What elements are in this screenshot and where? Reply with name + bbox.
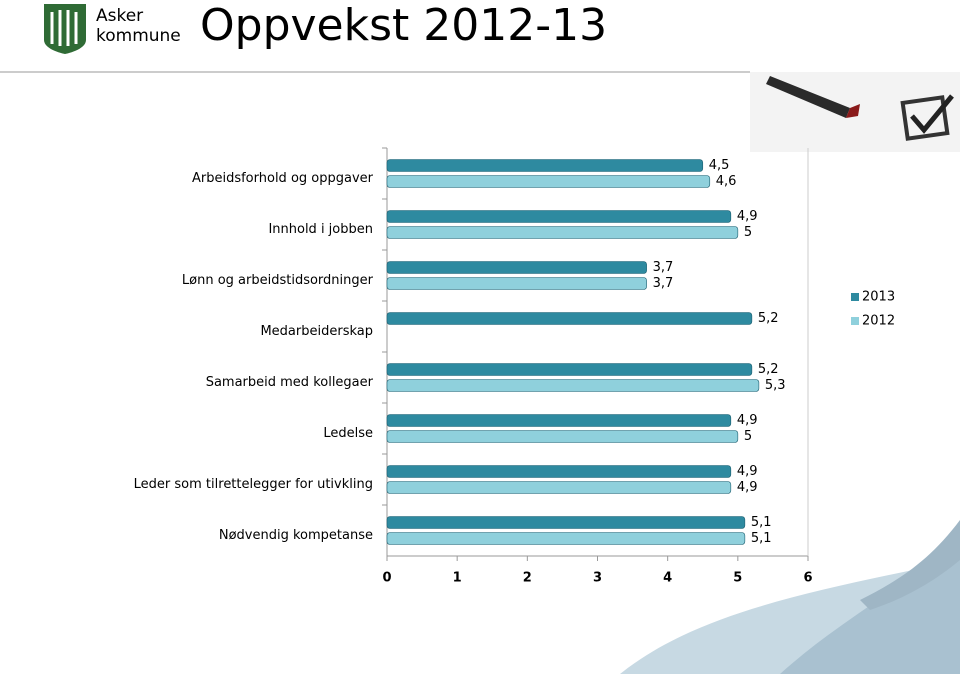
x-tick-label: 6: [803, 571, 812, 586]
category-label: Medarbeiderskap: [260, 324, 373, 339]
logo-text: kommune: [96, 26, 181, 46]
bar: [386, 363, 753, 376]
bar: [386, 430, 739, 443]
category-label: Leder som tilrettelegger for utivkling: [134, 477, 373, 492]
category-label: Innhold i jobben: [268, 222, 373, 237]
bar: [386, 465, 732, 478]
value-label: 4,5: [709, 158, 730, 173]
bar: [386, 175, 711, 188]
x-tick-label: 3: [593, 571, 602, 586]
x-tick-label: 2: [523, 571, 532, 586]
x-tick-label: 0: [382, 571, 391, 586]
legend-label: 2013: [862, 290, 895, 305]
value-label: 5,1: [751, 515, 772, 530]
bar: [386, 516, 746, 529]
bar: [386, 532, 746, 545]
category-label: Arbeidsforhold og oppgaver: [192, 171, 374, 186]
value-label: 5,3: [765, 378, 786, 393]
bar: [386, 312, 753, 325]
bar: [386, 414, 732, 427]
bar: [386, 277, 647, 290]
value-label: 3,7: [653, 260, 674, 275]
bar: [386, 379, 760, 392]
bar: [386, 261, 647, 274]
bar: [386, 210, 732, 223]
category-label: Nødvendig kompetanse: [219, 528, 373, 543]
value-label: 5: [744, 225, 752, 240]
value-label: 4,6: [716, 174, 737, 189]
value-label: 4,9: [737, 413, 758, 428]
value-label: 3,7: [653, 276, 674, 291]
x-tick-label: 5: [733, 571, 742, 586]
decoration: [620, 72, 960, 674]
logo: Asker kommune: [44, 4, 181, 54]
category-label: Samarbeid med kollegaer: [206, 375, 374, 390]
value-label: 5,1: [751, 531, 772, 546]
category-label: Ledelse: [323, 426, 373, 441]
x-tick-label: 4: [663, 571, 672, 586]
x-tick-label: 1: [453, 571, 462, 586]
bar: [386, 159, 704, 172]
value-label: 5,2: [758, 311, 779, 326]
legend-swatch: [851, 293, 859, 301]
legend-label: 2012: [862, 314, 895, 329]
bar: [386, 226, 739, 239]
value-label: 4,9: [737, 209, 758, 224]
value-label: 5: [744, 429, 752, 444]
logo-text: Asker: [96, 6, 143, 26]
slide-title: Oppvekst 2012-13: [200, 0, 607, 51]
value-label: 5,2: [758, 362, 779, 377]
value-label: 4,9: [737, 480, 758, 495]
category-label: Lønn og arbeidstidsordninger: [182, 273, 374, 288]
bar: [386, 481, 732, 494]
legend-swatch: [851, 317, 859, 325]
value-label: 4,9: [737, 464, 758, 479]
